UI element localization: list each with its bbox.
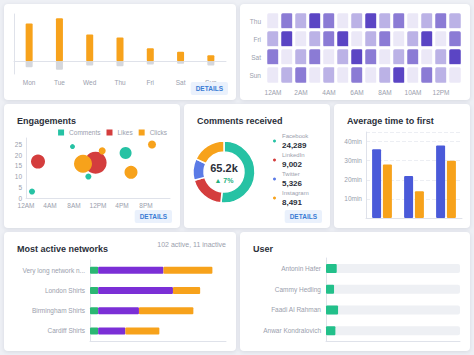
svg-text:DETAILS: DETAILS (290, 213, 318, 220)
svg-text:Facebook: Facebook (282, 133, 309, 139)
svg-text:Birmingham Shirts: Birmingham Shirts (32, 307, 86, 315)
svg-text:Anwar Kondralovich: Anwar Kondralovich (263, 327, 321, 334)
svg-text:Sun: Sun (249, 72, 261, 79)
svg-text:Comments: Comments (69, 129, 101, 136)
svg-text:Cammy Hedling: Cammy Hedling (275, 286, 322, 294)
svg-text:LinkedIn: LinkedIn (282, 152, 305, 158)
svg-text:Fri: Fri (146, 79, 154, 86)
svg-text:5,326: 5,326 (282, 179, 303, 188)
svg-text:10AM: 10AM (405, 89, 422, 96)
svg-text:12AM: 12AM (18, 202, 35, 209)
svg-text:Most active networks: Most active networks (17, 244, 108, 254)
svg-text:4AM: 4AM (322, 89, 335, 96)
svg-text:12PM: 12PM (433, 89, 450, 96)
svg-text:4PM: 4PM (115, 202, 128, 209)
svg-text:20: 20 (15, 152, 23, 159)
svg-text:Thu: Thu (250, 18, 262, 25)
svg-text:Comments received: Comments received (197, 116, 283, 126)
svg-text:DETAILS: DETAILS (196, 85, 224, 92)
svg-text:8AM: 8AM (378, 89, 391, 96)
svg-text:12PM: 12PM (90, 202, 107, 209)
svg-text:Likes: Likes (117, 129, 133, 136)
svg-text:40min: 40min (344, 138, 362, 145)
svg-text:Sat: Sat (176, 79, 186, 86)
svg-text:9,002: 9,002 (282, 160, 303, 169)
svg-text:Thu: Thu (114, 79, 126, 86)
svg-text:DETAILS: DETAILS (140, 213, 168, 220)
svg-text:Mon: Mon (23, 79, 36, 86)
svg-text:8,491: 8,491 (282, 198, 303, 207)
svg-text:25: 25 (15, 141, 23, 148)
svg-text:▲ 7%: ▲ 7% (215, 177, 235, 184)
svg-text:Engagements: Engagements (17, 116, 76, 126)
svg-text:65.2k: 65.2k (210, 162, 238, 174)
svg-text:8AM: 8AM (67, 202, 80, 209)
svg-text:2AM: 2AM (294, 89, 307, 96)
svg-text:Cardiff Shirts: Cardiff Shirts (48, 327, 86, 334)
svg-text:Antonin Hafer: Antonin Hafer (281, 265, 322, 272)
svg-text:10min: 10min (344, 195, 362, 202)
svg-text:Fri: Fri (253, 36, 261, 43)
svg-text:Sat: Sat (251, 54, 261, 61)
svg-text:User: User (253, 244, 274, 254)
svg-text:Clicks: Clicks (150, 129, 168, 136)
svg-text:5: 5 (18, 184, 22, 191)
svg-text:Average time to first: Average time to first (347, 116, 434, 126)
svg-text:30min: 30min (344, 157, 362, 164)
svg-text:4AM: 4AM (43, 202, 56, 209)
svg-text:Wed: Wed (83, 79, 97, 86)
svg-text:Very long network n...: Very long network n... (22, 267, 85, 275)
svg-text:102 active, 11 inactive: 102 active, 11 inactive (157, 241, 226, 248)
svg-text:Twitter: Twitter (282, 171, 300, 177)
svg-text:Instagram: Instagram (282, 190, 309, 196)
svg-text:20min: 20min (344, 176, 362, 183)
svg-text:12AM: 12AM (265, 89, 282, 96)
svg-text:0: 0 (18, 195, 22, 202)
svg-text:15: 15 (15, 162, 23, 169)
svg-text:6AM: 6AM (350, 89, 363, 96)
svg-text:24,289: 24,289 (282, 141, 307, 150)
svg-text:Tue: Tue (54, 79, 65, 86)
svg-text:10: 10 (15, 173, 23, 180)
svg-text:8PM: 8PM (139, 202, 152, 209)
svg-text:London Shirts: London Shirts (45, 287, 86, 294)
svg-text:Faadi Al Rahman: Faadi Al Rahman (271, 306, 321, 313)
